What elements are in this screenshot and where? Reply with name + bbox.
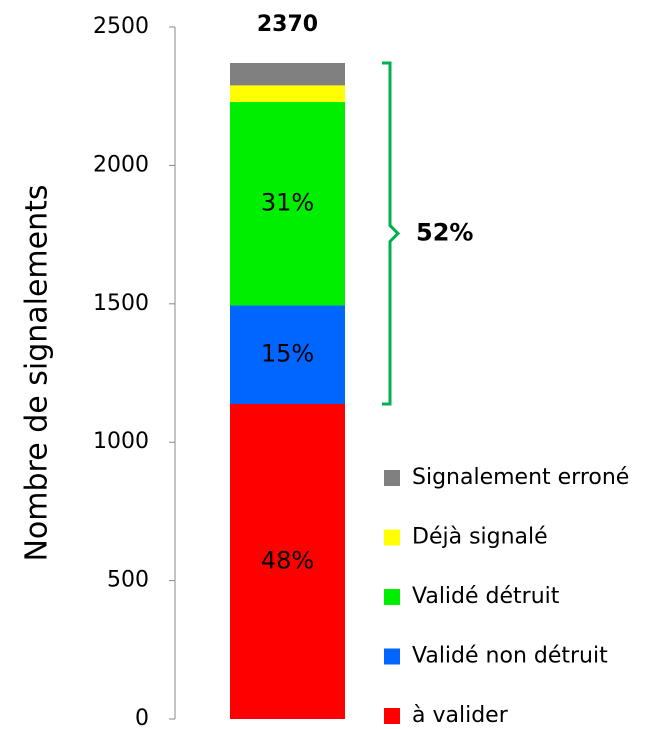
legend-swatch [384,589,400,605]
value-label: 15% [261,340,314,368]
total-label: 2370 [257,12,318,37]
bar-segment [230,85,345,103]
y-tick-label: 500 [107,568,149,593]
annotation: 52% [416,218,473,246]
bar-segment [230,62,345,86]
y-tick-label: 2500 [93,14,149,39]
bracket [382,61,401,406]
legend-swatch [384,470,400,486]
legend-label: Validé détruit [412,584,560,609]
bar-segment [230,404,345,719]
legend-swatch [384,529,400,546]
y-tick-label: 1500 [93,291,149,316]
legend-swatch [384,648,400,665]
value-label: 31% [261,189,314,217]
legend-label: à valider [412,703,509,728]
y-axis-title: Nombre de signalements [20,184,55,561]
value-label: 48% [261,547,314,575]
legend-label: Déjà signalé [412,525,548,550]
legend-swatch [384,708,400,724]
bar-segment [230,305,345,405]
y-tick-label: 0 [135,706,149,729]
legend-label: Validé non détruit [412,644,608,669]
legend-label: Signalement erroné [412,465,629,490]
y-tick-label: 2000 [93,152,149,177]
y-tick-label: 1000 [93,429,149,454]
bar-segment [230,102,345,306]
